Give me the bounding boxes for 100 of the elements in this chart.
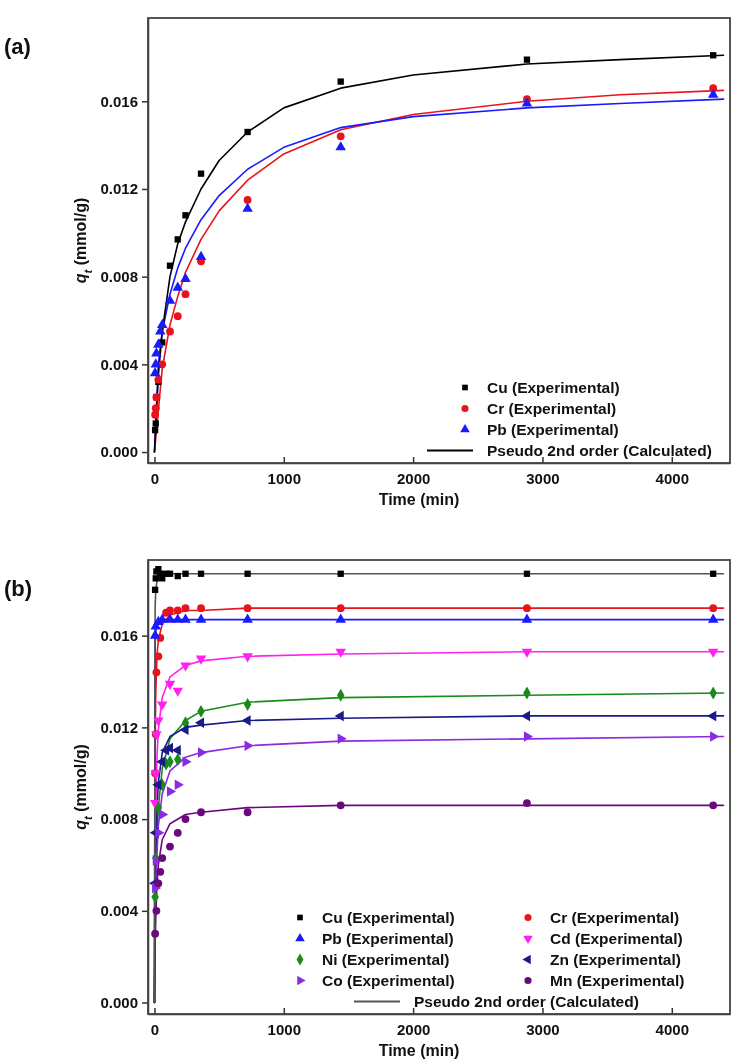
point	[242, 202, 253, 212]
point	[173, 828, 182, 837]
y-tick-label: 0.004	[100, 355, 139, 373]
point	[151, 929, 160, 938]
point	[159, 809, 169, 820]
point	[173, 312, 182, 321]
point	[523, 731, 534, 742]
point	[707, 710, 717, 722]
point	[335, 613, 346, 623]
point	[242, 613, 253, 623]
point	[154, 652, 163, 661]
point	[182, 570, 189, 577]
y-tick-label: 0.000	[100, 993, 138, 1011]
point	[166, 327, 174, 336]
point	[180, 613, 191, 623]
y-tick-label: 0.008	[100, 267, 138, 285]
point	[336, 604, 345, 613]
x-tick-label: 4000	[655, 1020, 689, 1038]
y-tick-label: 0.012	[100, 718, 138, 736]
point	[156, 867, 165, 876]
point	[181, 604, 190, 613]
x-axis-title: Time (min)	[378, 1042, 460, 1059]
point	[243, 196, 252, 204]
point	[244, 740, 254, 751]
point	[151, 347, 162, 357]
point	[707, 648, 719, 658]
x-axis-title: Time (min)	[378, 491, 460, 508]
x-tick-label: 4000	[655, 469, 689, 487]
legend-label: Mn (Experimental)	[550, 972, 685, 989]
point	[523, 799, 531, 807]
point	[151, 586, 159, 593]
point	[241, 715, 251, 726]
point	[335, 648, 346, 658]
point	[707, 613, 719, 623]
point	[174, 779, 184, 790]
point	[335, 141, 346, 151]
point	[243, 808, 252, 817]
point	[709, 801, 718, 810]
point	[334, 710, 344, 722]
point	[153, 338, 164, 348]
point	[197, 747, 208, 758]
y-tick-label: 0.004	[100, 902, 139, 920]
x-tick-label: 2000	[396, 1020, 431, 1038]
legend-label: Cu (Experimental)	[487, 379, 620, 396]
point	[182, 212, 189, 219]
point	[197, 808, 205, 817]
text: (b)	[4, 576, 33, 601]
point	[166, 262, 174, 269]
y-tick-label: 0.008	[100, 810, 138, 828]
legend-label: Co (Experimental)	[322, 972, 455, 989]
point	[155, 827, 165, 839]
point	[179, 724, 189, 735]
point	[164, 294, 176, 304]
point	[152, 906, 161, 915]
point	[181, 290, 190, 299]
point	[523, 56, 531, 63]
x-tick-label: 0	[150, 469, 160, 487]
point	[152, 575, 159, 582]
y-tick-label: 0.016	[100, 92, 138, 110]
point	[197, 170, 205, 177]
point	[172, 281, 184, 291]
legend-label: Cu (Experimental)	[322, 909, 455, 926]
point	[151, 404, 160, 413]
point	[244, 128, 251, 136]
point	[180, 662, 191, 672]
point	[164, 613, 176, 623]
point	[180, 272, 191, 282]
point	[195, 250, 207, 260]
point	[172, 687, 184, 697]
point	[150, 358, 162, 368]
legend-label: Zn (Experimental)	[550, 951, 681, 968]
point	[710, 731, 720, 742]
point	[709, 604, 718, 613]
y-tick-label: 0.012	[100, 180, 138, 198]
point	[244, 570, 251, 577]
point	[197, 604, 205, 613]
point	[337, 570, 344, 577]
point	[521, 648, 533, 658]
point	[158, 854, 167, 862]
point	[710, 52, 717, 59]
point	[152, 420, 159, 427]
x-tick-label: 3000	[526, 1020, 560, 1038]
point	[156, 756, 166, 768]
point	[152, 779, 162, 790]
y-tick-label: 0.016	[100, 626, 138, 644]
point	[149, 629, 161, 639]
point	[243, 604, 252, 613]
point	[242, 653, 253, 663]
point	[521, 613, 533, 623]
y-tick-label: 0.000	[100, 443, 138, 461]
legend-label: Cr (Experimental)	[550, 909, 680, 926]
point	[195, 655, 207, 665]
legend-label: Ni (Experimental)	[322, 951, 450, 968]
point	[173, 606, 182, 615]
point	[151, 410, 160, 419]
point	[174, 236, 181, 243]
point	[164, 680, 176, 690]
point	[166, 842, 174, 851]
point	[153, 717, 164, 727]
legend-label: Pseudo 2nd order (Calculated)	[487, 442, 712, 459]
